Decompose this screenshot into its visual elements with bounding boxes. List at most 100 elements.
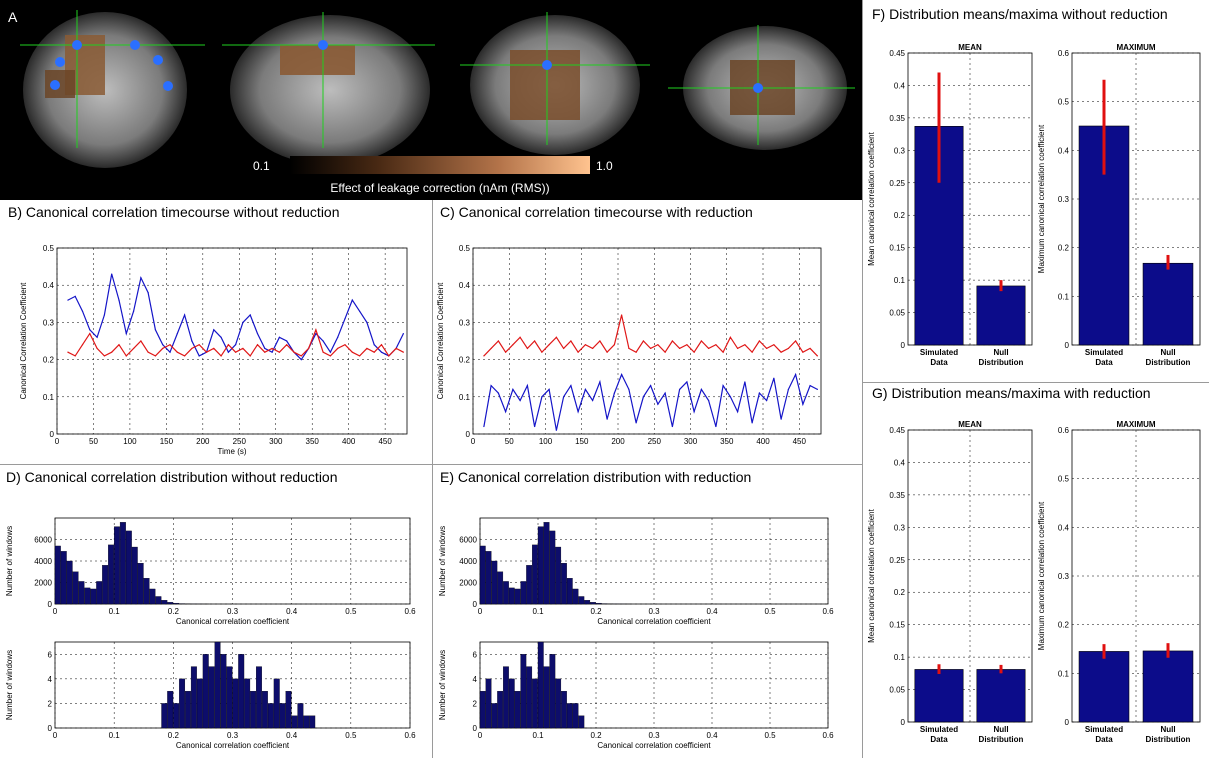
y-axis-label: Canonical Correlation Coefficient <box>19 282 28 400</box>
y-tick-label: 6000 <box>34 536 52 545</box>
data-point <box>169 344 171 346</box>
y-tick-label: 0 <box>1065 341 1070 350</box>
data-point <box>737 411 739 413</box>
data-point <box>497 392 499 394</box>
category-label: Null <box>993 725 1008 734</box>
data-point <box>366 321 368 323</box>
histogram-bar <box>590 602 596 605</box>
coronal-slice <box>20 10 205 168</box>
data-point <box>249 314 251 316</box>
data-point <box>686 344 688 346</box>
y-tick-label: 0.15 <box>889 621 905 630</box>
data-point <box>809 347 811 350</box>
data-point <box>577 351 579 353</box>
title-f: F) Distribution means/maxima without red… <box>872 6 1168 22</box>
chart-e-bottom: 0 0.1 0.2 0.3 0.4 0.5 0.6 0 2 4 6 Canonical correla… <box>438 641 834 750</box>
data-point <box>766 347 768 350</box>
y-axis-label: Maximum canonical correlation coefficien… <box>1037 124 1046 273</box>
colorbar <box>290 156 590 174</box>
data-point <box>592 347 594 350</box>
data-point <box>337 336 339 338</box>
data-point <box>628 347 630 350</box>
data-point <box>67 299 69 301</box>
data-point <box>628 388 630 390</box>
histogram-bar <box>485 678 492 729</box>
y-tick-label: 2 <box>473 699 478 708</box>
category-label: Null <box>1160 725 1175 734</box>
data-point <box>176 351 178 353</box>
x-tick-label: 0.5 <box>345 731 357 740</box>
data-point <box>118 344 120 346</box>
bar <box>976 285 1026 346</box>
chart-d-bottom: 0 0.1 0.2 0.3 0.4 0.5 0.6 0 2 4 6 Canonical correla… <box>5 641 416 750</box>
histogram-bar <box>155 596 162 605</box>
y-tick-label: 4000 <box>459 557 477 566</box>
chart-g-mean: MEAN 0 0.05 0.1 0.15 0.2 0.25 0.3 0.35 0.4 0.45 Sim… <box>867 420 1033 744</box>
plot-frame <box>472 247 822 435</box>
data-point <box>606 351 608 353</box>
data-point <box>693 351 695 353</box>
histogram-bar <box>561 563 567 605</box>
histogram-bar <box>102 565 109 605</box>
x-tick-label: 400 <box>342 437 356 446</box>
data-point <box>584 344 586 346</box>
histogram-bar <box>60 551 67 605</box>
x-tick-label: 0.1 <box>109 731 121 740</box>
x-tick-label: 0.5 <box>345 607 357 616</box>
y-tick-label: 0.15 <box>889 244 905 253</box>
y-tick-label: 0.05 <box>889 309 905 318</box>
y-tick-label: 0.2 <box>43 356 55 365</box>
category-label: Simulated <box>1085 725 1123 734</box>
data-point <box>351 299 353 301</box>
histogram-bar <box>72 571 79 605</box>
y-tick-label: 0.2 <box>894 211 906 220</box>
histogram-bar <box>279 703 286 729</box>
data-point <box>642 340 644 342</box>
histogram-bar <box>125 530 132 605</box>
x-tick-label: 0 <box>53 607 58 616</box>
data-point <box>758 340 760 342</box>
y-tick-label: 0.4 <box>459 281 471 290</box>
x-axis-label: Canonical correlation coefficient <box>176 617 290 626</box>
y-tick-label: 0.2 <box>1058 621 1070 630</box>
x-tick-label: 0.2 <box>590 731 602 740</box>
category-label: Null <box>993 348 1008 357</box>
data-point <box>613 344 615 346</box>
y-tick-label: 0.3 <box>459 318 471 327</box>
data-point <box>235 344 237 346</box>
data-point <box>584 388 586 390</box>
data-point <box>337 347 339 350</box>
y-tick-label: 0.5 <box>1058 98 1070 107</box>
histogram-bar <box>173 703 180 729</box>
histogram-bar <box>190 666 197 729</box>
data-point <box>307 347 310 350</box>
histogram-bar <box>520 654 527 729</box>
data-point <box>729 336 731 338</box>
y-tick-label: 0.05 <box>889 686 905 695</box>
data-point <box>715 425 717 428</box>
y-tick-label: 2000 <box>34 579 52 588</box>
data-point <box>227 351 229 353</box>
colorbar-max-label: 1.0 <box>596 159 613 173</box>
x-tick-label: 150 <box>160 437 174 446</box>
sagittal-slice-2 <box>460 12 650 155</box>
data-point <box>184 314 186 316</box>
data-point <box>162 344 164 346</box>
data-point <box>802 351 804 353</box>
chart-c: 0 50 100 150 200 250 300 350 400 450 0 0.1 0.2 0.3 0.4… <box>436 244 822 446</box>
data-point <box>671 425 673 428</box>
bar <box>976 669 1026 723</box>
data-point <box>118 299 120 301</box>
data-point <box>650 385 652 387</box>
data-point <box>599 381 601 383</box>
data-point <box>715 344 717 346</box>
data-point <box>664 392 666 394</box>
x-tick-label: 100 <box>539 437 553 446</box>
data-point <box>256 344 259 346</box>
histogram-bar <box>149 588 156 605</box>
y-tick-label: 0.25 <box>889 179 905 188</box>
y-tick-label: 0.1 <box>894 276 906 285</box>
x-tick-label: 300 <box>269 437 283 446</box>
